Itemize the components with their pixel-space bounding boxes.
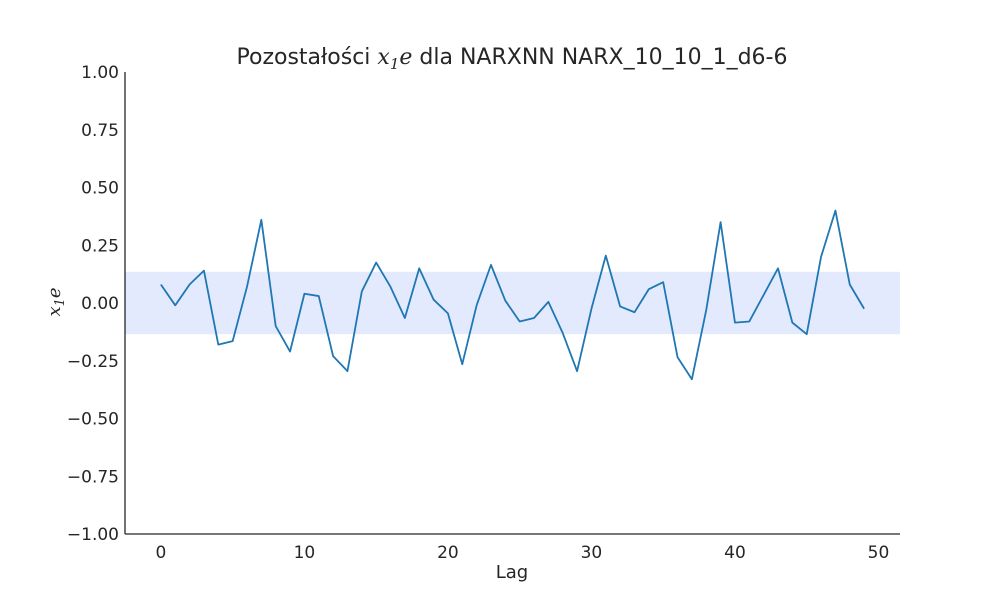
confidence-band: [125, 271, 900, 335]
title-var-sub: 1: [390, 55, 400, 73]
data-point: [404, 317, 406, 319]
ylabel-suffix: e: [44, 287, 65, 298]
data-point: [562, 332, 564, 334]
y-tick-label: 0.25: [81, 236, 119, 256]
data-point: [375, 262, 377, 264]
x-tick-label: 10: [294, 543, 316, 563]
y-axis-ticks: −1.00 −0.75 −0.50 −0.25 0.00 0.25 0.50 0.75 1.00: [67, 63, 119, 545]
data-point: [605, 255, 607, 257]
x-tick-label: 0: [155, 543, 166, 563]
y-tick-label: 0.00: [81, 294, 119, 314]
data-point: [547, 301, 549, 303]
x-axis-ticks: 0 10 20 30 40 50: [155, 543, 889, 563]
data-point: [677, 356, 679, 358]
data-point: [332, 355, 334, 357]
data-point: [720, 221, 722, 223]
data-point: [189, 284, 191, 286]
y-tick-label: −0.25: [67, 352, 119, 372]
data-point: [203, 270, 205, 272]
data-point: [289, 351, 291, 353]
data-point: [576, 370, 578, 372]
y-tick-label: 1.00: [81, 63, 119, 83]
data-point: [648, 288, 650, 290]
title-suffix: dla NARXNN NARX_10_10_1_d6-6: [412, 45, 787, 70]
data-point: [633, 311, 635, 313]
data-point: [691, 378, 693, 380]
data-point: [820, 256, 822, 258]
data-point: [174, 304, 176, 306]
y-tick-label: 0.75: [81, 121, 119, 141]
x-tick-label: 40: [724, 543, 746, 563]
data-point: [246, 286, 248, 288]
data-point: [433, 299, 435, 301]
y-tick-label: −0.75: [67, 467, 119, 487]
data-point: [806, 333, 808, 335]
data-point: [705, 309, 707, 311]
ylabel-base: x: [44, 306, 65, 316]
y-axis-label: x1e: [44, 287, 68, 316]
data-point: [662, 281, 664, 283]
data-point: [303, 293, 305, 295]
y-tick-label: −1.00: [67, 525, 119, 545]
y-tick-label: 0.50: [81, 179, 119, 199]
x-tick-label: 50: [868, 543, 890, 563]
chart-title: Pozostałości x1e dla NARXNN NARX_10_10_1…: [237, 45, 788, 73]
ylabel-sub: 1: [53, 298, 68, 306]
data-point: [533, 317, 535, 319]
data-point: [590, 308, 592, 310]
data-point: [734, 322, 736, 324]
data-point: [447, 312, 449, 314]
data-point: [361, 290, 363, 292]
data-point: [490, 264, 492, 266]
data-point: [346, 370, 348, 372]
data-point: [777, 267, 779, 269]
data-point: [863, 308, 865, 310]
data-point: [519, 320, 521, 322]
data-point: [763, 294, 765, 296]
data-point: [217, 344, 219, 346]
data-point: [260, 219, 262, 221]
data-point: [834, 210, 836, 212]
data-point: [232, 340, 234, 342]
x-tick-label: 30: [581, 543, 603, 563]
data-point: [160, 284, 162, 286]
title-var-suffix: e: [399, 45, 412, 70]
data-point: [318, 295, 320, 297]
y-tick-label: −0.50: [67, 410, 119, 430]
data-point: [476, 304, 478, 306]
data-point: [418, 267, 420, 269]
data-point: [461, 363, 463, 365]
data-point: [748, 320, 750, 322]
x-axis-label: Lag: [496, 562, 528, 583]
data-point: [390, 286, 392, 288]
data-point: [849, 284, 851, 286]
data-point: [791, 322, 793, 324]
residual-series-line: [160, 209, 865, 381]
title-prefix: Pozostałości: [237, 45, 378, 70]
data-point: [275, 325, 277, 327]
data-point: [619, 305, 621, 307]
data-point: [504, 300, 506, 302]
title-var-base: x: [377, 45, 390, 70]
x-tick-label: 20: [437, 543, 459, 563]
